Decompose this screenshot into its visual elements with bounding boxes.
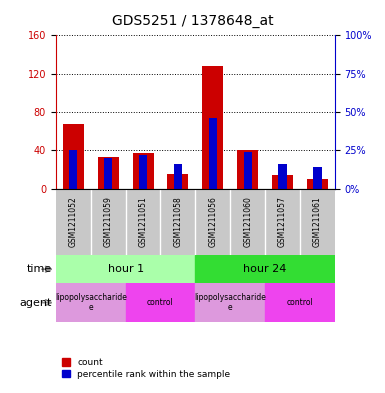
Text: lipopolysaccharide
e: lipopolysaccharide e: [194, 293, 266, 312]
Legend: count, percentile rank within the sample: count, percentile rank within the sample: [60, 356, 233, 381]
Bar: [139, 155, 147, 189]
Bar: [132, 153, 154, 189]
Bar: [56, 283, 126, 322]
Bar: [272, 175, 293, 189]
Text: agent: agent: [20, 298, 52, 308]
Bar: [98, 157, 119, 189]
Bar: [237, 150, 258, 189]
Text: time: time: [27, 264, 52, 274]
Text: GSM1211057: GSM1211057: [278, 196, 287, 248]
Bar: [307, 179, 328, 189]
Bar: [195, 283, 265, 322]
Text: lipopolysaccharide
e: lipopolysaccharide e: [55, 293, 127, 312]
Bar: [104, 158, 112, 189]
Text: hour 24: hour 24: [243, 264, 287, 274]
Text: GSM1211059: GSM1211059: [104, 196, 113, 248]
Bar: [167, 174, 188, 189]
Bar: [278, 164, 287, 189]
Bar: [265, 283, 335, 322]
Text: control: control: [147, 298, 174, 307]
Text: hour 1: hour 1: [107, 264, 144, 274]
Text: GSM1211052: GSM1211052: [69, 196, 78, 248]
Bar: [63, 123, 84, 189]
Text: GSM1211051: GSM1211051: [139, 196, 147, 248]
Text: GDS5251 / 1378648_at: GDS5251 / 1378648_at: [112, 14, 273, 28]
Bar: [126, 283, 195, 322]
Bar: [313, 167, 322, 189]
Text: GSM1211058: GSM1211058: [173, 196, 182, 248]
Bar: [244, 152, 252, 189]
Bar: [209, 118, 217, 189]
Text: GSM1211056: GSM1211056: [208, 196, 218, 248]
Bar: [174, 164, 182, 189]
Text: GSM1211061: GSM1211061: [313, 196, 322, 248]
Bar: [69, 150, 77, 189]
Bar: [203, 66, 223, 189]
Bar: [56, 255, 195, 283]
Bar: [195, 255, 335, 283]
Text: GSM1211060: GSM1211060: [243, 196, 252, 248]
Text: control: control: [287, 298, 313, 307]
